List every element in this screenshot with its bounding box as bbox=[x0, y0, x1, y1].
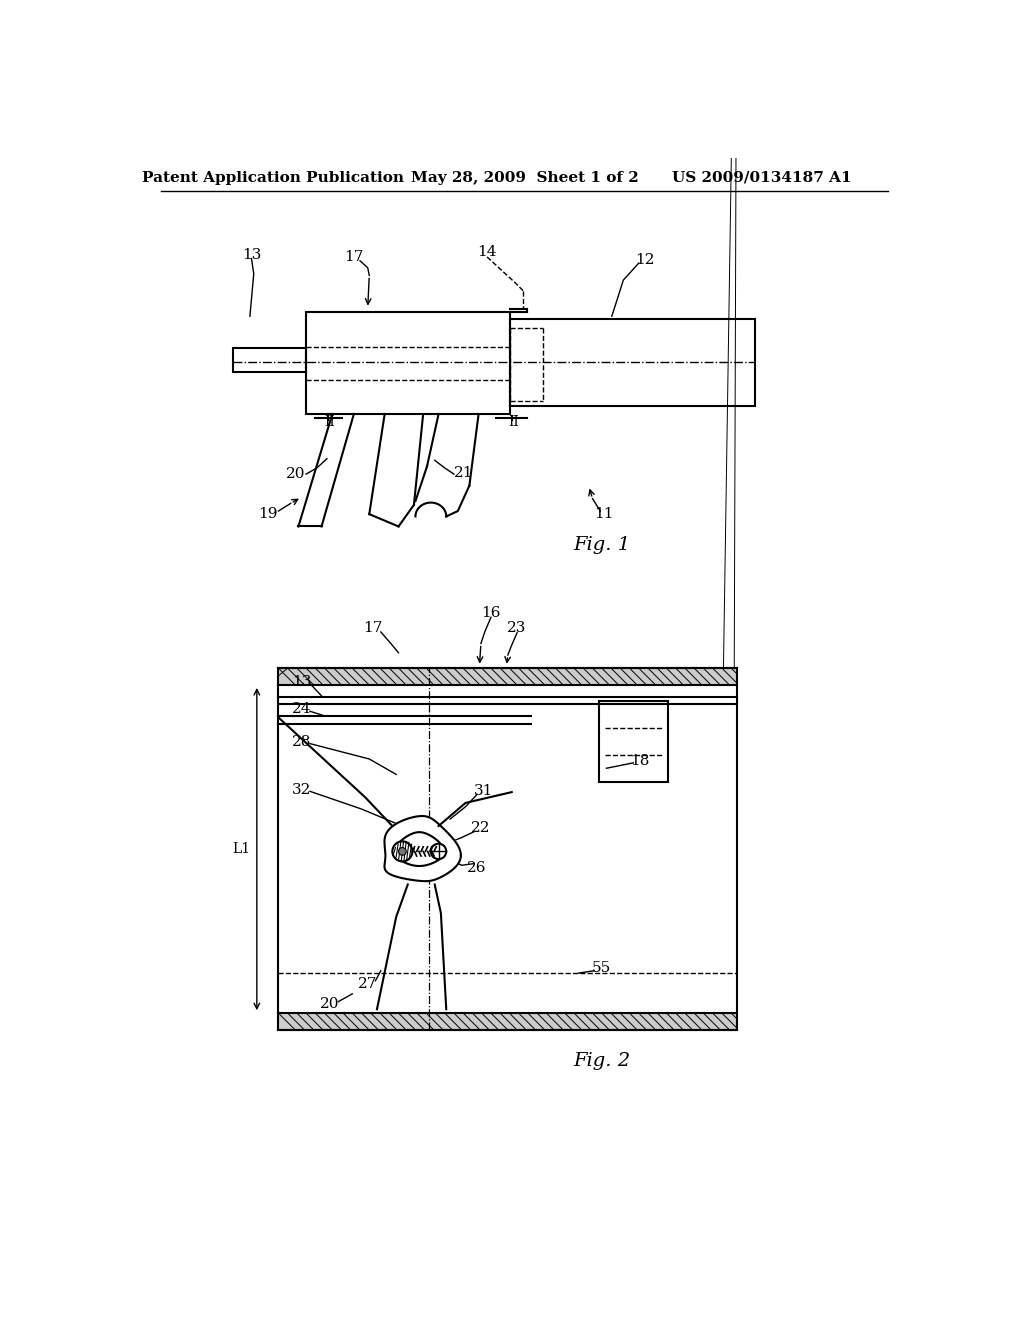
Text: 13: 13 bbox=[292, 675, 311, 689]
Bar bbox=[279, 668, 737, 685]
Text: 11: 11 bbox=[594, 507, 613, 521]
Text: Fig. 2: Fig. 2 bbox=[573, 1052, 631, 1069]
Text: 12: 12 bbox=[635, 253, 654, 267]
Circle shape bbox=[431, 843, 446, 859]
Text: 22: 22 bbox=[471, 821, 490, 836]
Text: May 28, 2009  Sheet 1 of 2: May 28, 2009 Sheet 1 of 2 bbox=[411, 170, 639, 185]
Text: 27: 27 bbox=[358, 977, 378, 991]
Text: Patent Application Publication: Patent Application Publication bbox=[142, 170, 404, 185]
Text: 19: 19 bbox=[258, 507, 278, 521]
Text: 31: 31 bbox=[473, 784, 493, 799]
Text: 17: 17 bbox=[364, 622, 383, 635]
Text: Fig. 1: Fig. 1 bbox=[573, 536, 631, 554]
Text: 55: 55 bbox=[592, 961, 611, 975]
Text: 20: 20 bbox=[319, 997, 339, 1011]
Text: 18: 18 bbox=[631, 754, 650, 767]
Text: 21: 21 bbox=[454, 466, 473, 479]
Text: 17: 17 bbox=[344, 249, 364, 264]
Text: II: II bbox=[508, 414, 518, 429]
Bar bbox=[599, 701, 668, 781]
Polygon shape bbox=[384, 816, 461, 882]
Bar bbox=[306, 312, 510, 414]
Text: 14: 14 bbox=[477, 246, 497, 259]
Bar bbox=[279, 1014, 737, 1030]
Text: 23: 23 bbox=[508, 622, 526, 635]
Text: 24: 24 bbox=[292, 702, 311, 715]
Text: 28: 28 bbox=[292, 735, 311, 748]
Text: 16: 16 bbox=[481, 606, 501, 619]
Text: 32: 32 bbox=[292, 783, 311, 797]
Bar bbox=[233, 348, 306, 372]
Polygon shape bbox=[394, 832, 444, 866]
Text: II: II bbox=[324, 414, 335, 429]
Text: 26: 26 bbox=[467, 862, 486, 875]
Text: US 2009/0134187 A1: US 2009/0134187 A1 bbox=[672, 170, 852, 185]
Bar bbox=[510, 319, 755, 407]
Circle shape bbox=[392, 841, 413, 862]
Circle shape bbox=[398, 847, 407, 855]
Text: L1: L1 bbox=[232, 842, 251, 857]
Text: 20: 20 bbox=[287, 467, 306, 480]
Text: 13: 13 bbox=[242, 248, 261, 261]
